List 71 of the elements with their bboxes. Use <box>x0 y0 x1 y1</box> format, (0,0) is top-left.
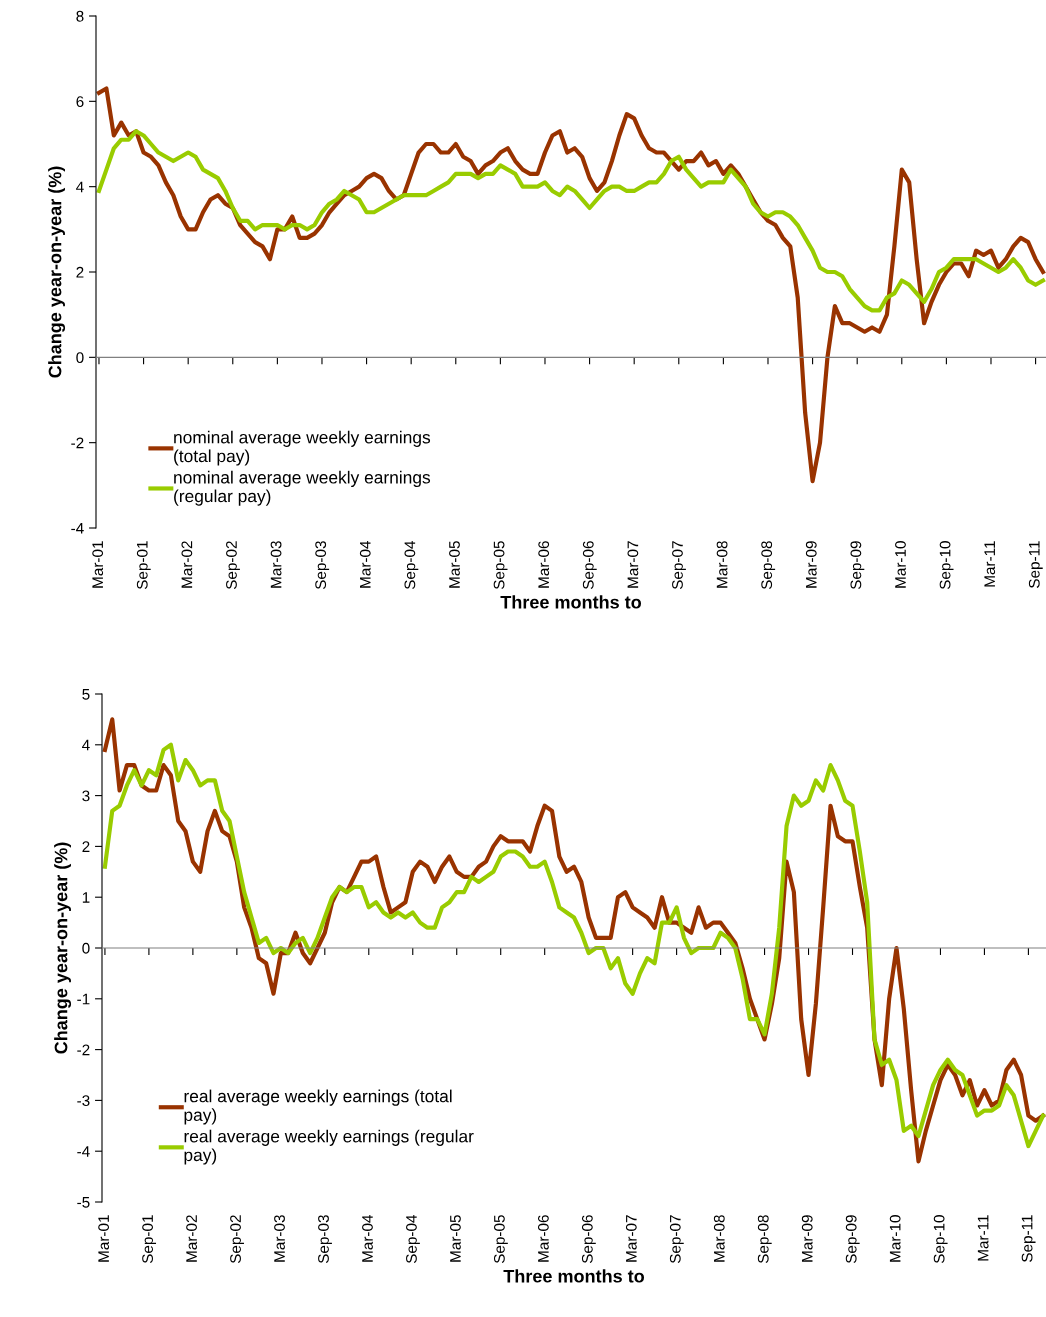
y-tick-label: 8 <box>76 10 84 22</box>
y-tick-label: -4 <box>77 1146 90 1157</box>
x-tick-label: Sep-02 <box>226 541 240 590</box>
y-tick-label: 4 <box>82 739 90 751</box>
x-tick-label: Sep-09 <box>845 1215 860 1264</box>
x-tick-label: Sep-11 <box>1028 541 1043 588</box>
x-tick-label: Sep-02 <box>230 1215 244 1264</box>
y-tick-label: 3 <box>82 790 90 802</box>
x-tick-label: Mar-01 <box>92 541 104 588</box>
y-tick-label: -2 <box>71 437 84 449</box>
y-tick-label: 4 <box>76 181 84 193</box>
x-tick-label: Mar-08 <box>716 541 728 588</box>
legend-label: real average weekly earnings (total pay) <box>184 1089 452 1125</box>
y-tick-label: 5 <box>82 689 90 700</box>
x-axis-title: Three months to <box>500 595 642 609</box>
x-tick-label: Mar-07 <box>625 1215 637 1262</box>
x-tick-label: Sep-05 <box>493 1215 508 1264</box>
x-tick-label: Mar-04 <box>362 1214 373 1262</box>
y-tick-label: -4 <box>71 523 84 534</box>
legend-label: nominal average weekly earnings (total pay) <box>174 430 431 466</box>
x-tick-label: Sep-07 <box>669 1215 684 1264</box>
x-tick-label: Sep-08 <box>757 1215 772 1264</box>
x-tick-label: Mar-05 <box>449 541 460 588</box>
x-tick-label: Sep-10 <box>933 1215 948 1264</box>
x-tick-label: Sep-03 <box>318 1215 332 1264</box>
x-tick-label: Sep-08 <box>761 541 776 590</box>
x-tick-label: Sep-05 <box>493 541 508 590</box>
x-tick-label: Sep-10 <box>939 541 954 590</box>
y-tick-label: 6 <box>76 96 84 108</box>
x-tick-label: Mar-09 <box>801 1215 813 1262</box>
x-tick-label: Sep-01 <box>142 1215 157 1264</box>
x-tick-label: Sep-01 <box>136 541 151 590</box>
x-tick-label: Sep-11 <box>1021 1215 1036 1262</box>
y-tick-label: 0 <box>82 942 90 954</box>
x-tick-label: Mar-09 <box>805 541 817 588</box>
x-tick-label: Sep-06 <box>582 541 597 590</box>
x-tick-label: Mar-03 <box>274 1215 285 1262</box>
y-tick-label: 1 <box>82 892 90 903</box>
x-tick-label: Mar-06 <box>538 541 550 588</box>
legend-label: real average weekly earnings (regular pay) <box>184 1129 474 1165</box>
x-tick-label: Mar-04 <box>359 540 371 588</box>
x-tick-label: Sep-07 <box>672 541 686 590</box>
line-series <box>96 129 1046 313</box>
x-tick-label: Mar-06 <box>537 1215 549 1262</box>
x-tick-label: Mar-10 <box>889 1215 901 1262</box>
x-tick-label: Sep-09 <box>850 541 865 590</box>
x-tick-label: Mar-11 <box>977 1215 989 1261</box>
y-axis-title: Change year-on-year (%) <box>54 842 72 1054</box>
x-tick-label: Sep-06 <box>581 1215 596 1264</box>
x-tick-label: Mar-08 <box>713 1215 725 1262</box>
y-axis-title: Change year-on-year (%) <box>48 166 66 378</box>
x-tick-label: Mar-03 <box>270 541 282 588</box>
x-tick-label: Mar-02 <box>186 1215 197 1262</box>
x-tick-label: Sep-04 <box>406 1214 420 1264</box>
y-tick-label: 2 <box>82 841 90 852</box>
y-tick-label: -3 <box>77 1095 90 1107</box>
x-tick-label: Sep-03 <box>315 541 330 590</box>
x-axis-title: Three months to <box>503 1269 645 1283</box>
y-tick-label: 0 <box>76 352 84 364</box>
x-tick-label: Mar-05 <box>450 1215 461 1262</box>
legend-label: nominal average weekly earnings (regular pay) <box>174 470 431 506</box>
y-tick-label: -2 <box>77 1044 90 1056</box>
y-tick-label: -1 <box>77 993 90 1005</box>
x-tick-label: Mar-07 <box>627 541 639 588</box>
x-tick-label: Mar-10 <box>895 541 906 588</box>
x-tick-label: Mar-02 <box>181 541 193 588</box>
x-tick-label: Sep-04 <box>404 540 419 590</box>
y-tick-label: 2 <box>76 266 84 278</box>
x-tick-label: Mar-01 <box>98 1215 110 1262</box>
x-tick-label: Mar-11 <box>984 541 996 587</box>
y-tick-label: -5 <box>77 1197 90 1208</box>
